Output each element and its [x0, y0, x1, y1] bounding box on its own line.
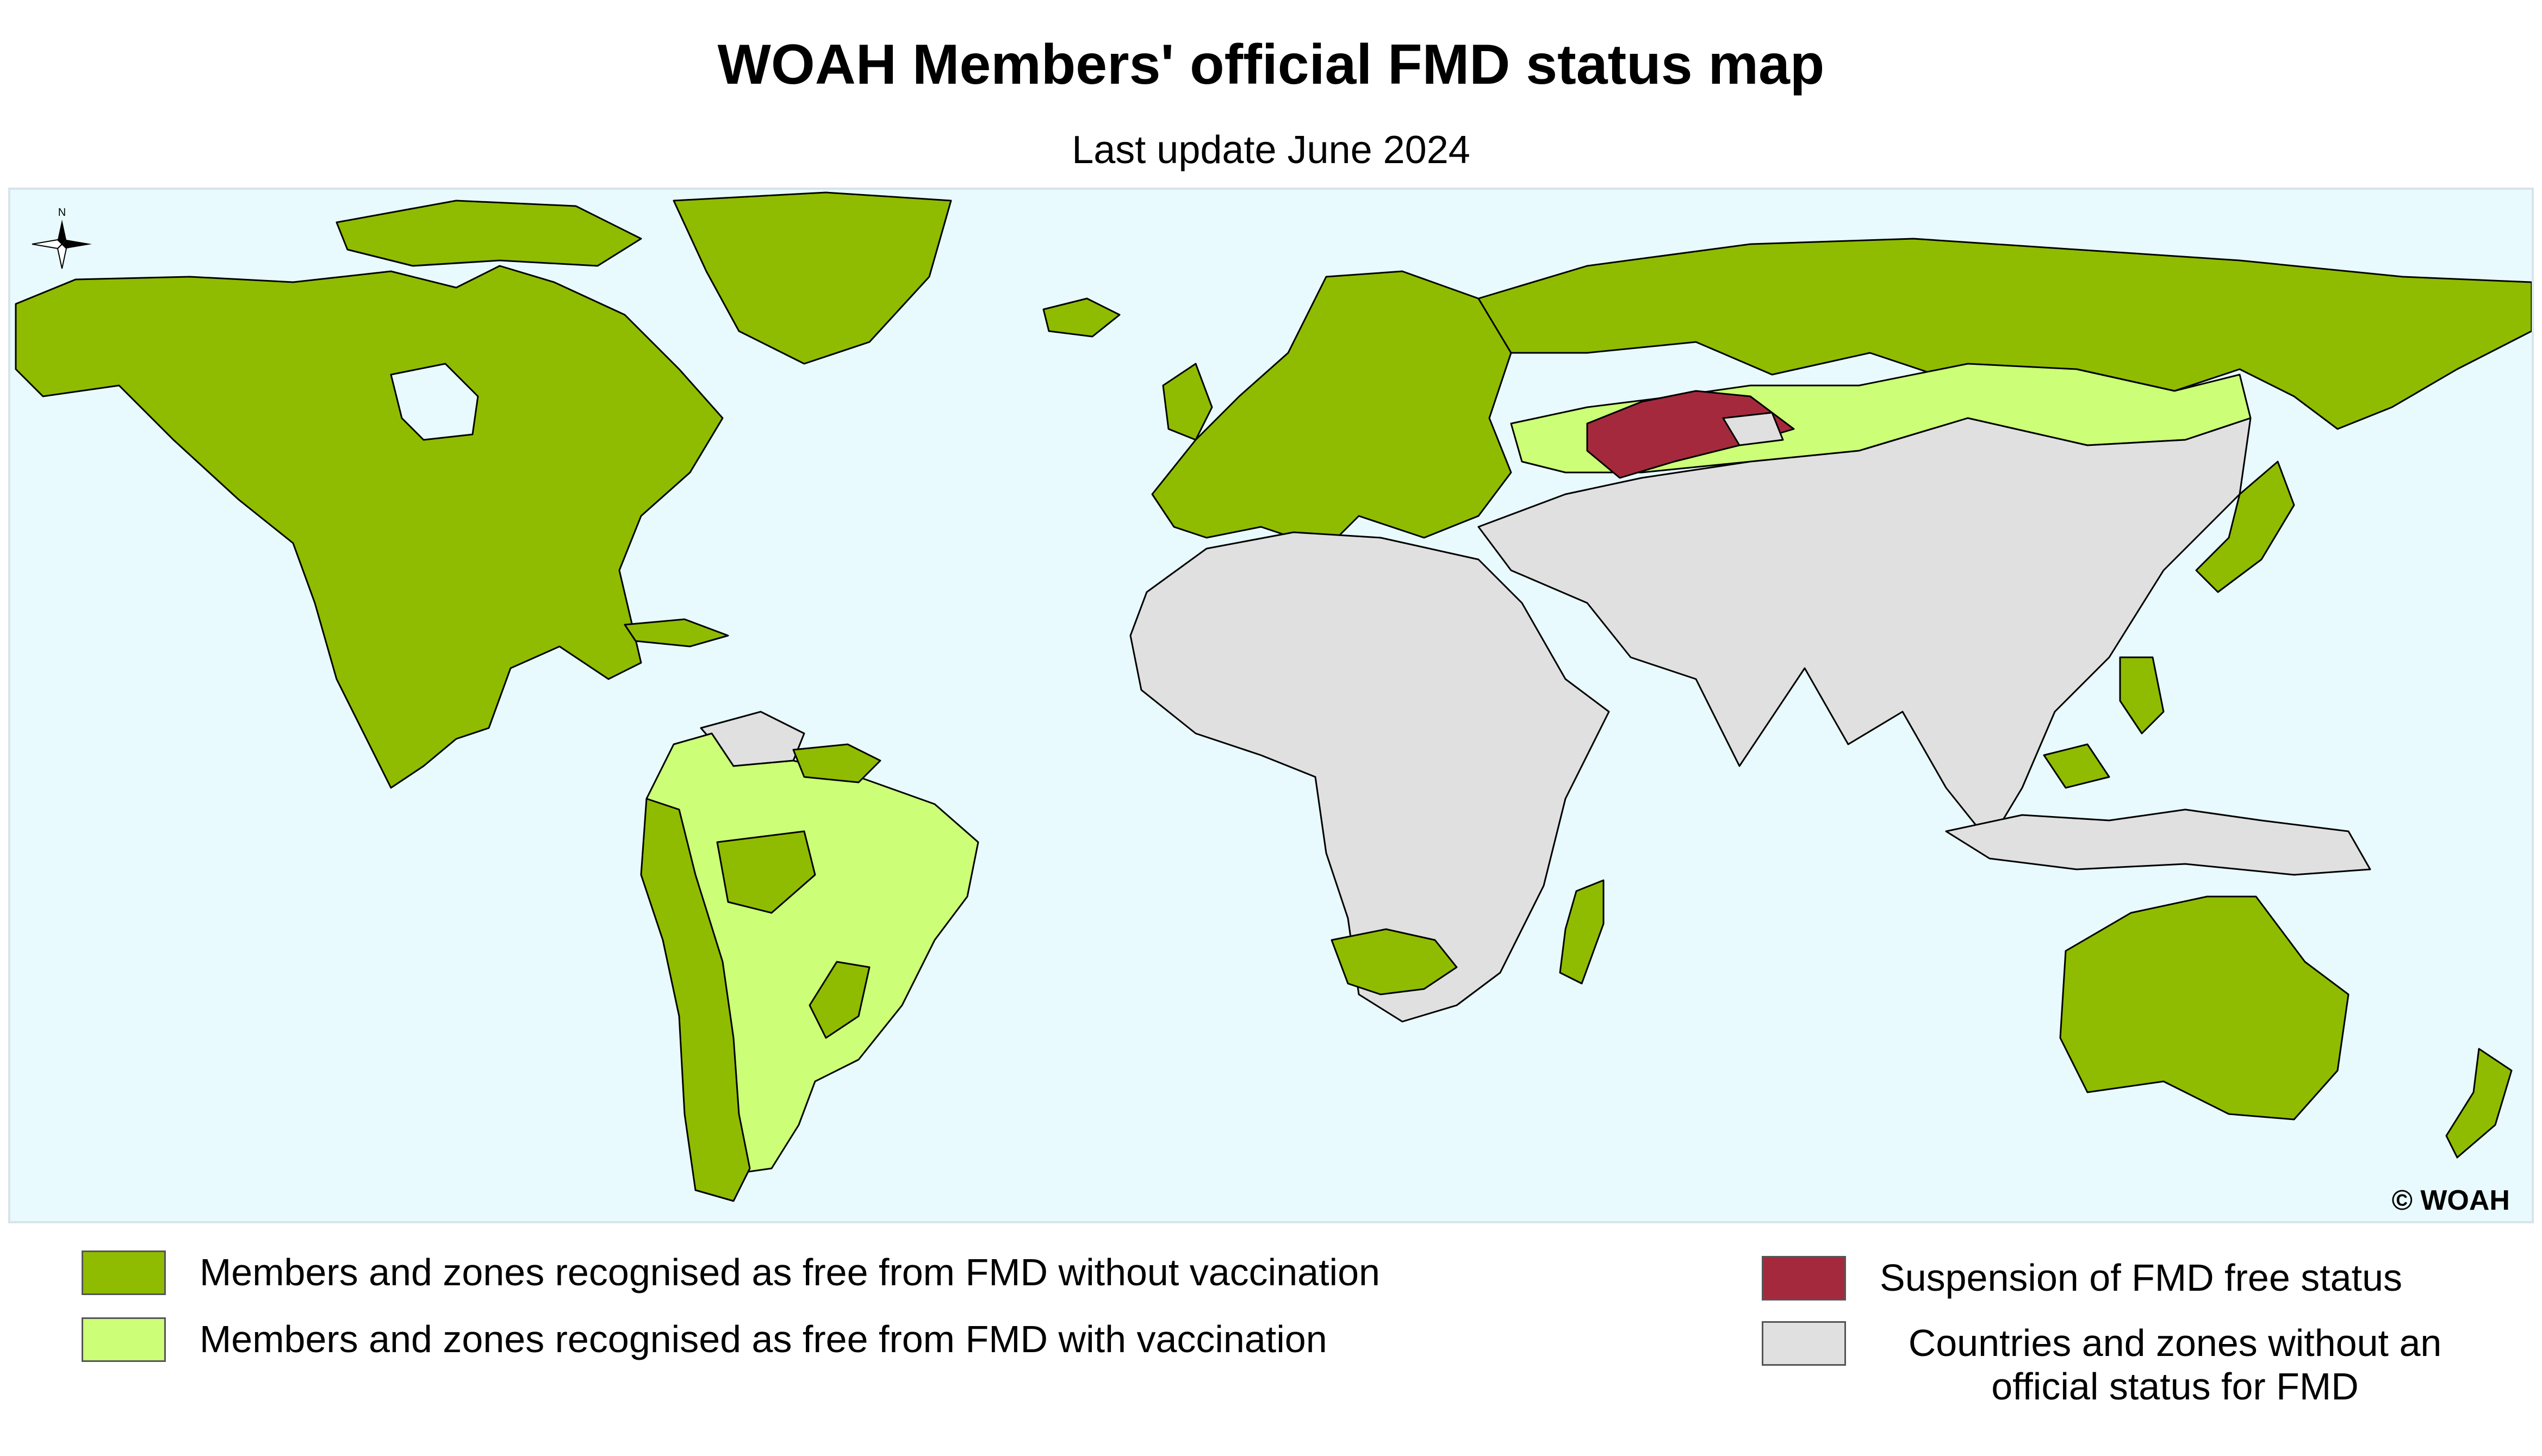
- region-caribbean: [624, 618, 729, 648]
- region-arctic-islands: [335, 200, 642, 267]
- legend-label: Members and zones recognised as free fro…: [200, 1318, 1327, 1360]
- region-madagascar: [1559, 879, 1605, 985]
- region-philippines: [2119, 656, 2165, 735]
- legend-item-free-with-vaccination: Members and zones recognised as free fro…: [82, 1317, 1327, 1362]
- world-map-svg: N: [15, 191, 2532, 1202]
- north-arrow-icon: N: [32, 207, 92, 269]
- region-australia: [2059, 895, 2350, 1121]
- region-europe: [1151, 270, 1512, 550]
- region-suspension-inner: [1722, 412, 1784, 446]
- legend-swatch: [82, 1250, 166, 1295]
- region-new-zealand: [2445, 1048, 2513, 1159]
- region-indonesia: [1945, 808, 2371, 876]
- region-brazil-south: [809, 961, 871, 1039]
- region-iceland: [1042, 297, 1121, 338]
- region-british-isles: [1162, 363, 1213, 441]
- map-subtitle: Last update June 2024: [1072, 128, 1470, 172]
- world-map: N © WOAH: [8, 188, 2534, 1223]
- legend-item-free-without-vaccination: Members and zones recognised as free fro…: [82, 1250, 1380, 1295]
- legend-label: Countries and zones without an official …: [1908, 1322, 2442, 1408]
- region-africa-no-status: [1129, 531, 1610, 1023]
- map-title: WOAH Members' official FMD status map: [717, 33, 1825, 96]
- region-hudson-bay: [390, 363, 479, 441]
- region-malaysia: [2043, 743, 2110, 789]
- region-russia: [1477, 238, 2532, 430]
- region-greenland: [673, 191, 952, 365]
- legend-swatch: [1762, 1256, 1846, 1301]
- legend-label: Suspension of FMD free status: [1880, 1256, 2402, 1299]
- legend-item-no-status: Countries and zones without an official …: [1762, 1321, 2479, 1408]
- north-arrow-label: N: [58, 207, 66, 219]
- region-japan: [2195, 461, 2295, 593]
- copyright-notice: © WOAH: [2391, 1185, 2510, 1216]
- region-southern-africa-free: [1331, 928, 1458, 995]
- legend-item-suspension: Suspension of FMD free status: [1762, 1256, 2402, 1301]
- legend-label: Members and zones recognised as free fro…: [200, 1251, 1380, 1293]
- legend-swatch: [82, 1317, 166, 1362]
- region-south-america-free: [640, 798, 751, 1202]
- region-guianas: [792, 743, 881, 783]
- legend-swatch: [1762, 1321, 1846, 1366]
- region-brazil-interior: [716, 830, 816, 914]
- region-north-america: [15, 265, 724, 789]
- region-asia-no-status: [1477, 417, 2252, 843]
